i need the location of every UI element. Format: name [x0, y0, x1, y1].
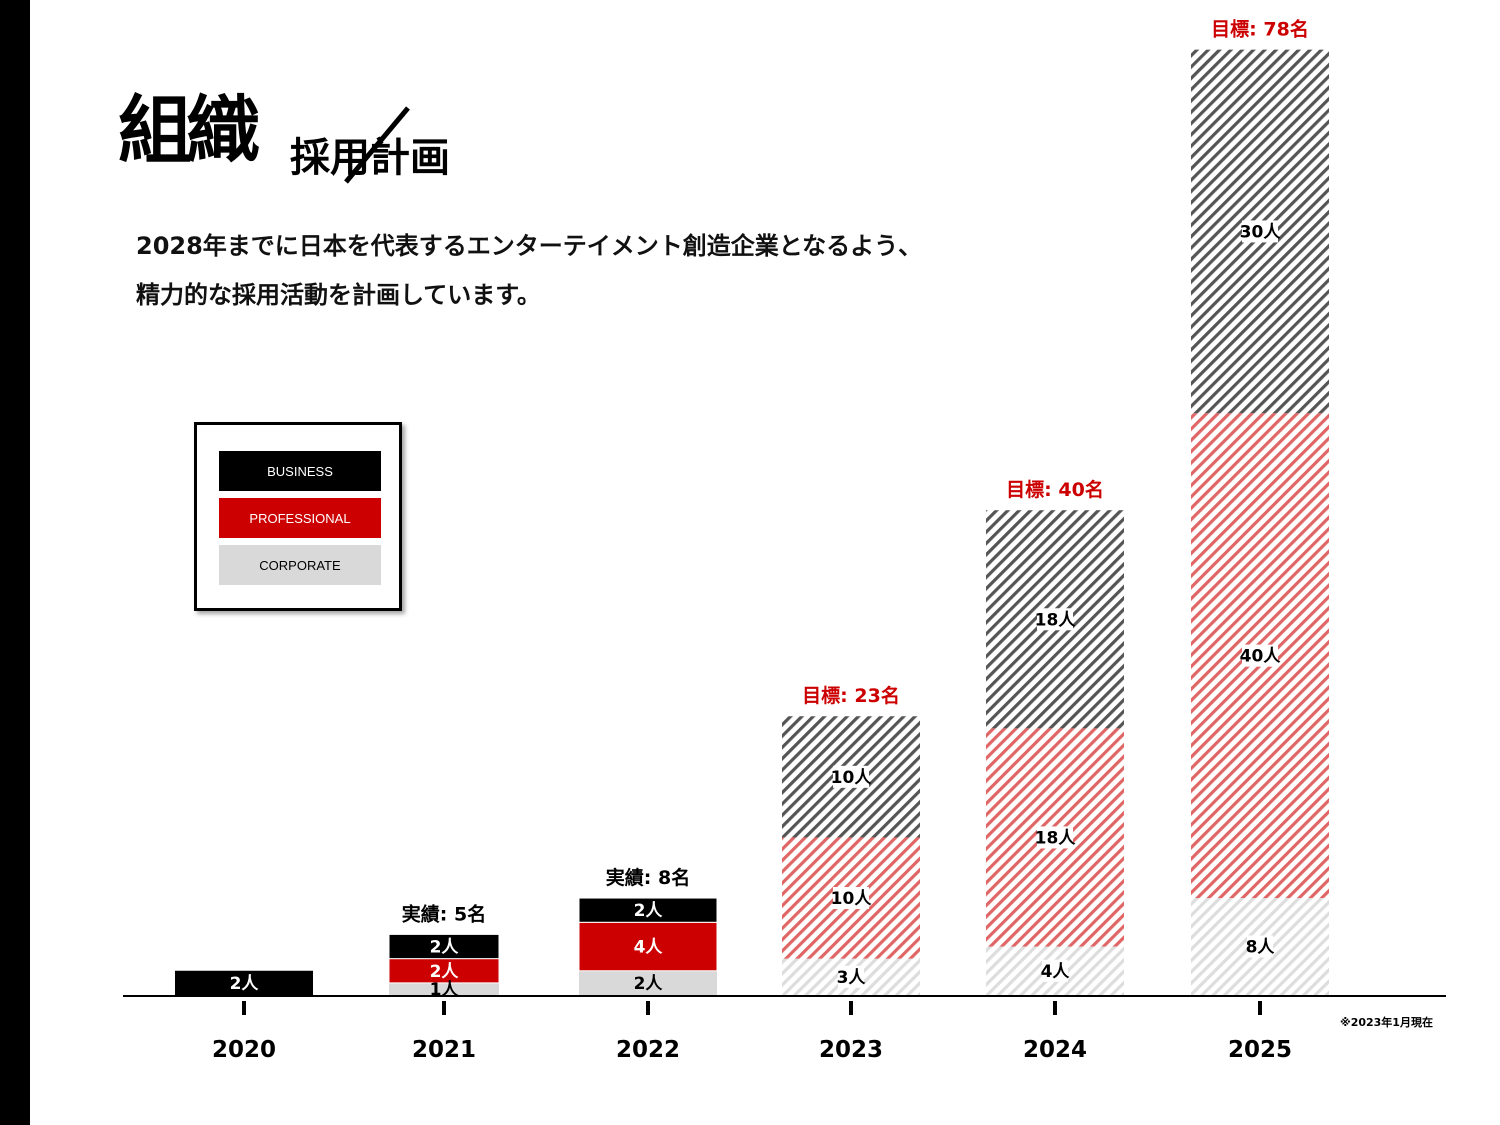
label-corporate-2024: 4人: [1041, 962, 1071, 982]
legend-item-business: BUSINESS: [219, 451, 381, 491]
total-label-2022: 実績: 8名: [606, 866, 690, 889]
x-ticks: 2020 2021 2022 2023 2024 2025: [212, 1001, 1292, 1063]
bar-business-2022: [578, 897, 718, 923]
tick-label-2022: 2022: [616, 1037, 680, 1063]
label-bg-corporate-2023: [838, 965, 864, 988]
bar-business-2021: [388, 933, 500, 960]
label-corporate-2025: 8人: [1246, 938, 1276, 958]
bar-professional-2022: [578, 921, 718, 972]
label-corporate-2023: 3人: [837, 968, 867, 988]
tick-label-2020: 2020: [212, 1037, 276, 1063]
total-label-2025: 目標: 78名: [1211, 18, 1309, 41]
label-professional-2023: 10人: [831, 889, 873, 909]
bars-layer: [175, 49, 1329, 995]
total-label-2023: 目標: 23名: [802, 684, 900, 707]
title-sub: 採用計画: [290, 135, 450, 181]
bar-corporate-2021: [389, 982, 499, 995]
tick-label-2023: 2023: [819, 1037, 883, 1063]
title-slash: [344, 106, 410, 184]
page-title: 組織 採用計画: [118, 86, 498, 196]
label-business-2020: 2人: [230, 974, 260, 994]
label-bg-business-2024: [1037, 608, 1073, 631]
label-business-2025: 30人: [1240, 222, 1282, 242]
label-corporate-2022: 2人: [634, 974, 664, 994]
label-bg-professional-2024: [1037, 826, 1073, 849]
bar-business-2020: [175, 970, 313, 995]
tick-label-2024: 2024: [1023, 1037, 1087, 1063]
total-label-2021: 実績: 5名: [402, 902, 486, 925]
total-label-2024: 目標: 40名: [1006, 478, 1104, 501]
label-business-2021: 2人: [430, 938, 460, 958]
lead-text: 2028年までに日本を代表するエンターテイメント創造企業となるよう、 精力的な採…: [136, 222, 922, 320]
lead-line-1: 2028年までに日本を代表するエンターテイメント創造企業となるよう、: [136, 232, 923, 260]
label-professional-2024: 18人: [1035, 828, 1077, 848]
legend-item-professional: PROFESSIONAL: [219, 498, 381, 538]
tick-label-2025: 2025: [1228, 1037, 1292, 1063]
label-bg-professional-2025: [1242, 644, 1278, 667]
label-corporate-2021: 1人: [430, 980, 460, 1000]
legend: BUSINESS PROFESSIONAL CORPORATE: [194, 422, 402, 611]
label-professional-2022: 4人: [634, 938, 664, 958]
left-accent-bar: [0, 0, 30, 1125]
label-business-2022: 2人: [634, 901, 664, 921]
label-bg-corporate-2025: [1247, 935, 1273, 958]
label-business-2024: 18人: [1035, 610, 1077, 630]
label-bg-corporate-2024: [1042, 959, 1068, 982]
bar-corporate-2022: [579, 970, 717, 995]
label-bg-business-2025: [1242, 220, 1278, 243]
label-bg-business-2023: [833, 765, 869, 788]
label-business-2023: 10人: [831, 768, 873, 788]
lead-line-2: 精力的な採用活動を計画しています。: [136, 281, 541, 309]
tick-label-2021: 2021: [412, 1037, 476, 1063]
legend-item-corporate: CORPORATE: [219, 545, 381, 585]
label-professional-2025: 40人: [1240, 647, 1282, 667]
label-professional-2021: 2人: [430, 962, 460, 982]
label-bg-professional-2023: [833, 887, 869, 910]
title-main: 組織: [118, 88, 260, 174]
footnote: ※2023年1月現在: [1340, 1016, 1433, 1029]
